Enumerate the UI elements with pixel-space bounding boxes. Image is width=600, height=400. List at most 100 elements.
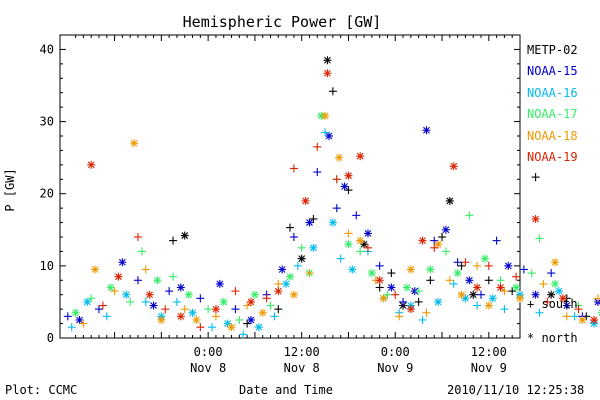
x-tick-date-label: Nov 8 <box>284 361 320 375</box>
point-noaa19-north <box>247 297 256 306</box>
point-noaa18-north <box>289 290 298 299</box>
point-noaa15-south <box>289 233 298 241</box>
point-noaa18-north <box>227 323 236 332</box>
point-noaa18-north <box>157 315 166 324</box>
y-tick-label: 30 <box>40 115 54 129</box>
point-noaa18-north <box>578 315 587 324</box>
point-noaa18-south <box>274 279 283 288</box>
point-noaa15-south <box>133 276 142 285</box>
point-noaa16-south <box>418 315 427 324</box>
point-noaa15-north <box>215 279 224 288</box>
point-noaa18-north <box>551 258 560 267</box>
point-noaa16-south <box>473 301 482 310</box>
point-noaa16-south <box>102 312 111 321</box>
point-noaa15-south <box>375 261 384 270</box>
point-noaa17-south <box>496 276 505 285</box>
x-tick-date-label: Nov 8 <box>190 361 226 375</box>
point-noaa19-south <box>363 243 372 252</box>
point-noaa15-north <box>278 265 287 274</box>
x-tick-label: 12:00 <box>284 345 320 359</box>
point-metp02-south <box>426 276 435 285</box>
point-noaa19-north <box>496 283 505 292</box>
y-axis-ticks: 0 10 20 30 40 <box>40 34 520 345</box>
point-noaa19-north <box>323 69 332 78</box>
legend-noaa16: NOAA-16 <box>527 85 578 100</box>
point-noaa17-north <box>344 240 353 249</box>
point-noaa17-north <box>426 265 435 274</box>
point-noaa16-south <box>500 305 509 314</box>
point-noaa19-north <box>301 196 310 205</box>
legend-noaa19: NOAA-19 <box>527 150 578 165</box>
point-noaa16-north <box>309 243 318 252</box>
point-noaa17-north <box>153 276 162 285</box>
point-noaa17-south <box>383 290 392 299</box>
point-noaa17-south <box>126 297 135 306</box>
point-noaa15-north <box>305 218 314 227</box>
point-noaa15-north <box>340 182 349 191</box>
point-noaa19-north <box>406 305 415 314</box>
point-noaa15-south <box>477 290 486 299</box>
point-noaa15-south <box>165 287 174 296</box>
point-noaa15-south <box>332 204 341 213</box>
point-noaa15-north <box>118 258 127 267</box>
legend: METP-02 NOAA-15 NOAA-16 NOAA-17 NOAA-18 … <box>527 40 578 168</box>
point-metp02-north <box>445 196 454 205</box>
point-noaa19-south <box>289 164 298 173</box>
point-noaa19-south <box>262 294 271 303</box>
point-noaa17-north <box>219 297 228 306</box>
legend-noaa18: NOAA-18 <box>527 128 578 143</box>
point-metp02-south <box>274 305 283 314</box>
point-noaa18-north <box>406 265 415 274</box>
point-noaa18-south <box>211 312 220 321</box>
point-metp02-south <box>457 261 466 270</box>
point-noaa15-south <box>63 312 72 321</box>
x-tick-label: 0:00 <box>194 345 223 359</box>
point-metp02-south <box>375 283 384 292</box>
x-tick-label: 12:00 <box>471 345 507 359</box>
point-noaa17-south <box>356 247 365 256</box>
point-noaa16-north <box>348 265 357 274</box>
point-noaa17-north <box>512 283 521 292</box>
point-noaa15-north <box>441 225 450 234</box>
point-noaa18-south <box>243 301 252 310</box>
point-noaa17-south <box>204 305 213 314</box>
point-noaa15-north <box>363 229 372 238</box>
point-noaa16-south <box>336 254 345 263</box>
point-noaa18-south <box>445 276 454 285</box>
point-metp02-south <box>286 223 294 232</box>
point-metp02-north <box>297 254 306 263</box>
point-noaa17-north <box>71 308 80 317</box>
x-tick-date-label: Nov 9 <box>377 361 413 375</box>
point-noaa16-north <box>328 218 337 227</box>
point-noaa19-south <box>391 290 400 299</box>
point-noaa19-south <box>461 258 470 267</box>
point-metp02-south <box>169 236 178 245</box>
point-noaa19-south <box>133 233 142 241</box>
point-noaa15-north <box>465 276 474 285</box>
point-noaa18-north <box>335 153 344 162</box>
point-noaa15-north <box>531 290 540 299</box>
legend-north-symbol: * north <box>527 331 578 345</box>
point-noaa15-south <box>519 265 528 274</box>
point-noaa17-south <box>297 243 306 252</box>
point-noaa19-south <box>574 305 583 314</box>
point-metp02-north <box>180 231 189 240</box>
point-noaa16-south <box>239 330 248 339</box>
point-noaa19-south <box>512 272 521 281</box>
point-noaa17-south <box>465 211 474 220</box>
point-noaa19-north <box>114 272 123 281</box>
point-noaa15-north <box>562 301 571 310</box>
point-noaa18-south <box>593 294 600 303</box>
legend-noaa17: NOAA-17 <box>527 107 578 122</box>
point-noaa18-south <box>344 229 353 238</box>
point-metp02-south <box>387 269 396 278</box>
point-noaa15-south <box>453 258 462 267</box>
point-metp02-south <box>531 173 540 182</box>
point-noaa18-north <box>321 111 330 120</box>
point-noaa17-south <box>235 315 244 324</box>
point-noaa19-north <box>375 276 384 285</box>
point-noaa16-north <box>188 308 197 317</box>
point-noaa18-south <box>562 312 571 321</box>
point-noaa16-south <box>141 297 150 306</box>
point-noaa19-north <box>274 287 283 296</box>
